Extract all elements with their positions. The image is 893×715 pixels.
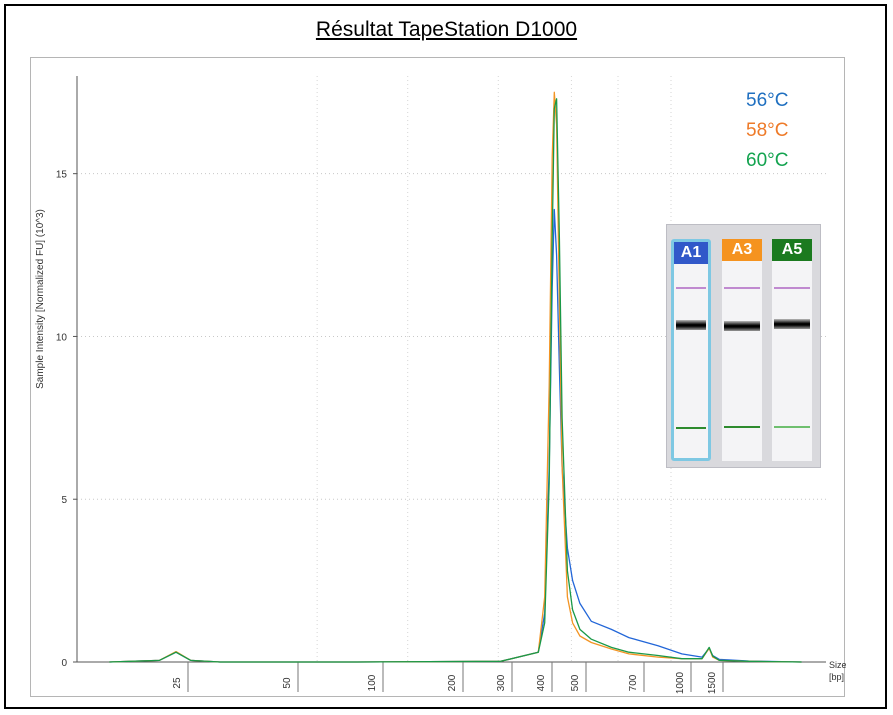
x-tick-label: 700 — [628, 674, 639, 691]
gel-image: A1 A3 A5 — [666, 224, 821, 468]
x-tick-label: 400 — [536, 674, 547, 691]
legend-60c: 60°C — [746, 150, 789, 171]
lower-marker-band — [676, 427, 706, 429]
chart-title: Résultat TapeStation D1000 — [315, 18, 578, 41]
gel-lane-a5[interactable]: A5 — [772, 239, 812, 461]
x-tick-label: 25 — [172, 677, 183, 689]
legend-58c: 58°C — [746, 120, 789, 141]
x-tick-label: 300 — [496, 674, 507, 691]
sample-band — [774, 319, 810, 329]
x-tick-label: 500 — [570, 674, 581, 691]
y-tick-label: 10 — [56, 332, 68, 343]
gel-lane-a1[interactable]: A1 — [671, 239, 711, 461]
upper-marker-band — [774, 287, 810, 289]
x-tick-label: 1000 — [675, 671, 686, 694]
upper-marker-band — [676, 287, 706, 289]
x-tick-label: 100 — [367, 674, 378, 691]
legend-56c: 56°C — [746, 90, 789, 111]
sample-band — [676, 320, 706, 330]
x-tick-label: 200 — [447, 674, 458, 691]
lane-label-a1: A1 — [674, 242, 708, 264]
lower-marker-band — [774, 426, 810, 428]
x-tick-label: 50 — [282, 677, 293, 689]
y-tick-label: 5 — [61, 495, 67, 506]
sample-band — [724, 321, 760, 331]
gel-lane-a3[interactable]: A3 — [722, 239, 762, 461]
y-axis-label: Sample Intensity [Normalized FU] (10^3) — [35, 209, 46, 389]
chart-panel: 0 5 10 15 Sample Intensity [Normalized FU] (… — [30, 57, 846, 697]
lane-label-a3: A3 — [722, 239, 762, 261]
x-tick-label: 1500 — [707, 671, 718, 694]
x-axis-unit: [bp] — [829, 672, 844, 682]
chart-canvas: 0 5 10 15 Sample Intensity [Normalized FU] (… — [35, 76, 846, 694]
y-tick-label: 15 — [56, 170, 68, 181]
upper-marker-band — [724, 287, 760, 289]
series-line-3 — [109, 98, 802, 663]
lane-label-a5: A5 — [772, 239, 812, 261]
lower-marker-band — [724, 426, 760, 428]
x-axis-label: Size — [829, 660, 846, 670]
y-tick-label: 0 — [61, 658, 67, 669]
